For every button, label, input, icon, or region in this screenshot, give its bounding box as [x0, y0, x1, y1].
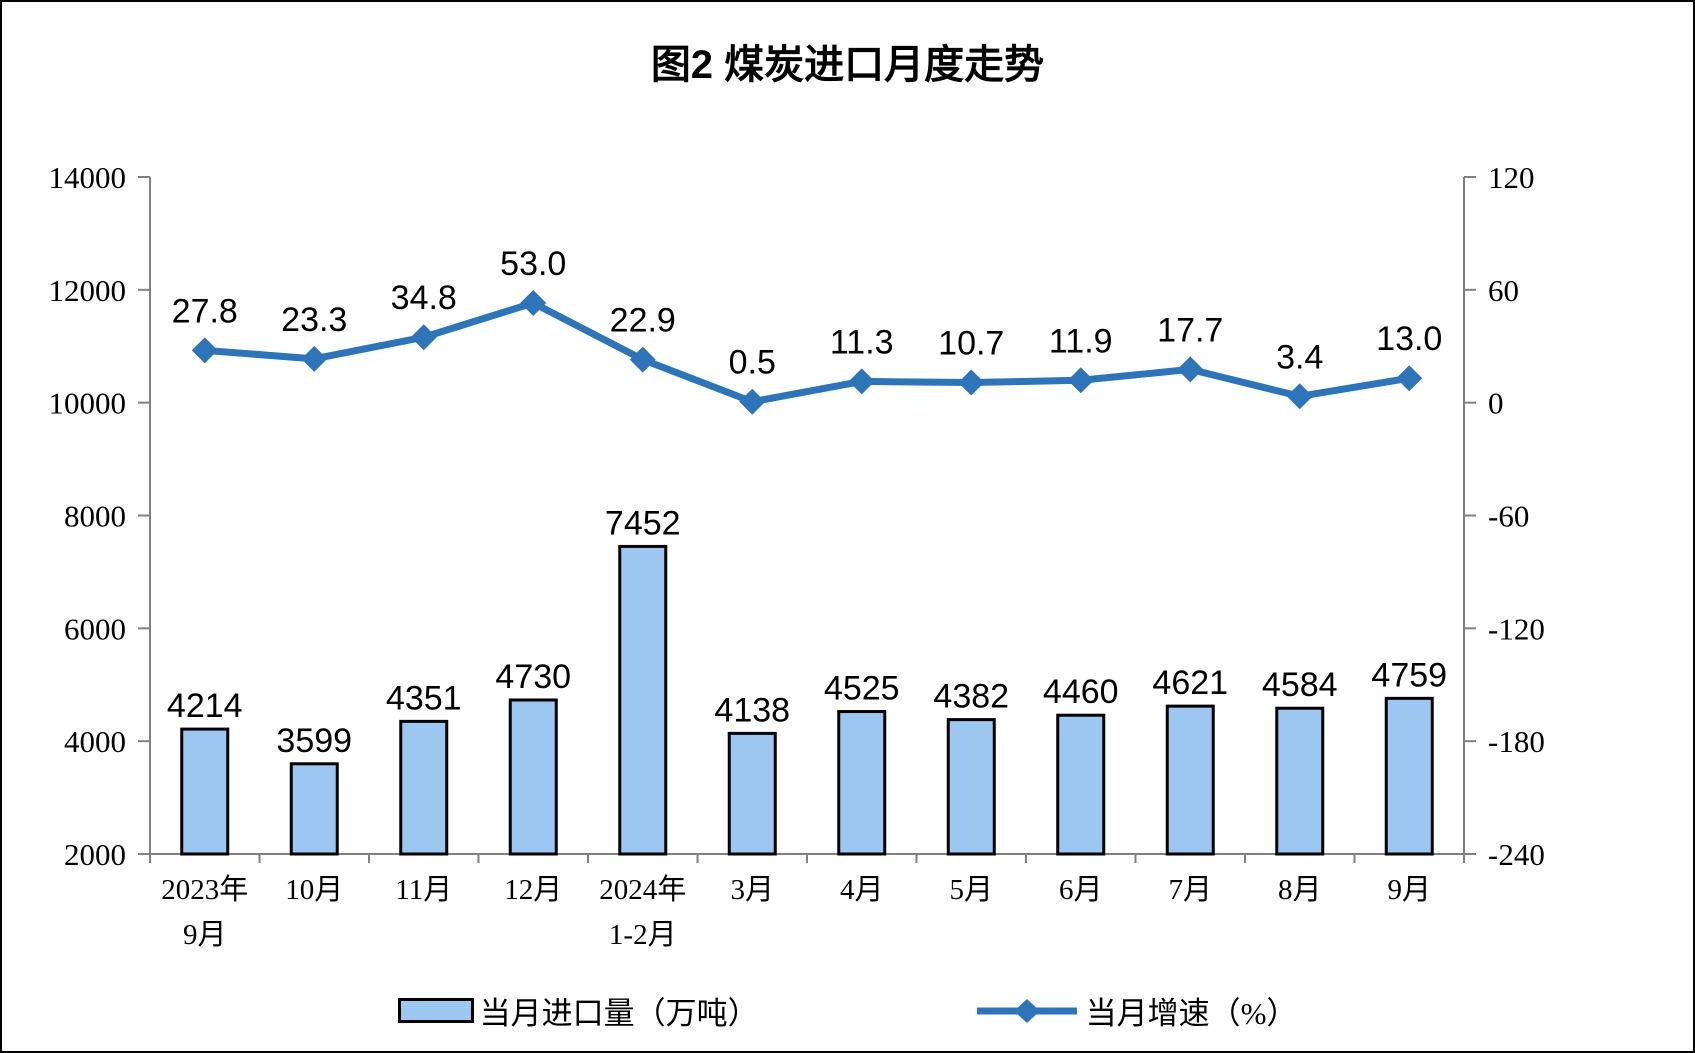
line-marker [1396, 365, 1423, 392]
x-axis-label: 7月 [1168, 874, 1212, 906]
bar [1275, 706, 1325, 856]
bar-series-label: 当月进口量（万吨） [479, 996, 759, 1031]
left-axis-tick-label: 8000 [64, 499, 126, 534]
right-axis-tick-label: 120 [1488, 160, 1535, 195]
line-marker [739, 388, 766, 415]
line-marker [848, 368, 875, 395]
chart-title: 图2 煤炭进口月度走势 [650, 43, 1045, 87]
line-value-label: 27.8 [172, 292, 238, 330]
right-axis-tick-label: -60 [1488, 499, 1529, 534]
bar-value-label: 4351 [386, 679, 462, 717]
x-axis-label: 3月 [730, 874, 774, 906]
legend-item-growth: 当月增速（%） [974, 988, 1298, 1033]
left-axis-tick-label: 12000 [49, 273, 127, 308]
left-axis-tick-label: 10000 [49, 386, 127, 421]
line-value-label: 23.3 [281, 301, 347, 339]
bar [1165, 704, 1215, 856]
bar-value-label: 3599 [276, 722, 352, 760]
bar-value-label: 7452 [605, 504, 681, 542]
left-axis-tick-label: 14000 [49, 160, 127, 195]
line-value-label: 34.8 [391, 279, 457, 317]
x-axis-label: 9月 [1387, 874, 1431, 906]
right-axis-tick-label: -120 [1488, 611, 1545, 646]
line-value-label: 0.5 [729, 344, 776, 382]
left-axis-tick-label: 4000 [64, 724, 126, 759]
bar [508, 698, 558, 856]
line-marker [629, 346, 656, 373]
line-marker [410, 324, 437, 351]
x-axis-label: 2023年 9月 [161, 873, 248, 951]
right-axis-tick-label: -240 [1488, 837, 1545, 872]
bar-value-label: 4460 [1043, 673, 1119, 711]
bar-value-label: 4759 [1371, 656, 1447, 694]
line-marker [191, 337, 218, 364]
line-series-label: 当月增速（%） [1085, 996, 1298, 1031]
bar [727, 731, 777, 856]
line-value-label: 11.3 [830, 323, 894, 361]
line-value-label: 22.9 [610, 302, 676, 340]
bar-value-label: 4525 [824, 670, 900, 708]
line-value-label: 53.0 [500, 245, 566, 283]
x-axis-label: 11月 [395, 874, 452, 906]
bar-value-label: 4584 [1262, 666, 1338, 704]
line-marker [1067, 367, 1094, 394]
bar-value-label: 4138 [714, 691, 790, 729]
bar [399, 719, 449, 856]
x-axis-label: 6月 [1059, 874, 1103, 906]
bar [1056, 713, 1106, 856]
x-axis-label: 8月 [1278, 874, 1322, 906]
line-marker [1177, 356, 1204, 383]
line-series-swatch-icon [976, 998, 1077, 1023]
bar [618, 544, 668, 856]
x-axis-label: 10月 [285, 874, 343, 906]
line-value-label: 17.7 [1157, 311, 1223, 349]
bar-value-label: 4382 [933, 678, 1009, 716]
line-marker [958, 369, 985, 396]
bar [180, 727, 230, 856]
bar [1384, 696, 1434, 856]
line-value-label: 10.7 [938, 325, 1004, 363]
bar [946, 718, 996, 856]
right-axis-tick-label: 60 [1488, 273, 1519, 308]
right-axis-tick-label: 0 [1488, 386, 1504, 421]
bar-value-label: 4730 [495, 658, 571, 696]
right-axis-tick-label: -180 [1488, 724, 1545, 759]
line-marker [1286, 383, 1313, 410]
line-value-label: 11.9 [1049, 322, 1113, 360]
bar [289, 762, 339, 856]
x-axis-label: 5月 [949, 874, 993, 906]
legend-line-marker [1013, 998, 1040, 1023]
bar-series-swatch-icon [397, 998, 474, 1023]
bar-value-label: 4214 [167, 687, 243, 725]
line-value-label: 3.4 [1276, 338, 1323, 376]
x-axis-label: 2024年 1-2月 [599, 873, 686, 951]
line-marker [520, 289, 547, 316]
left-axis-tick-label: 6000 [64, 611, 126, 646]
x-axis-label: 12月 [504, 874, 562, 906]
bar [837, 710, 887, 856]
x-axis-label: 4月 [840, 874, 884, 906]
growth-line [204, 299, 1410, 406]
left-axis-tick-label: 2000 [64, 837, 126, 872]
legend: 当月进口量（万吨） 当月增速（%） [2, 988, 1693, 1033]
bar-value-label: 4621 [1152, 664, 1228, 702]
line-marker [301, 345, 328, 372]
line-value-label: 13.0 [1376, 320, 1442, 358]
legend-item-imports: 当月进口量（万吨） [397, 988, 759, 1033]
